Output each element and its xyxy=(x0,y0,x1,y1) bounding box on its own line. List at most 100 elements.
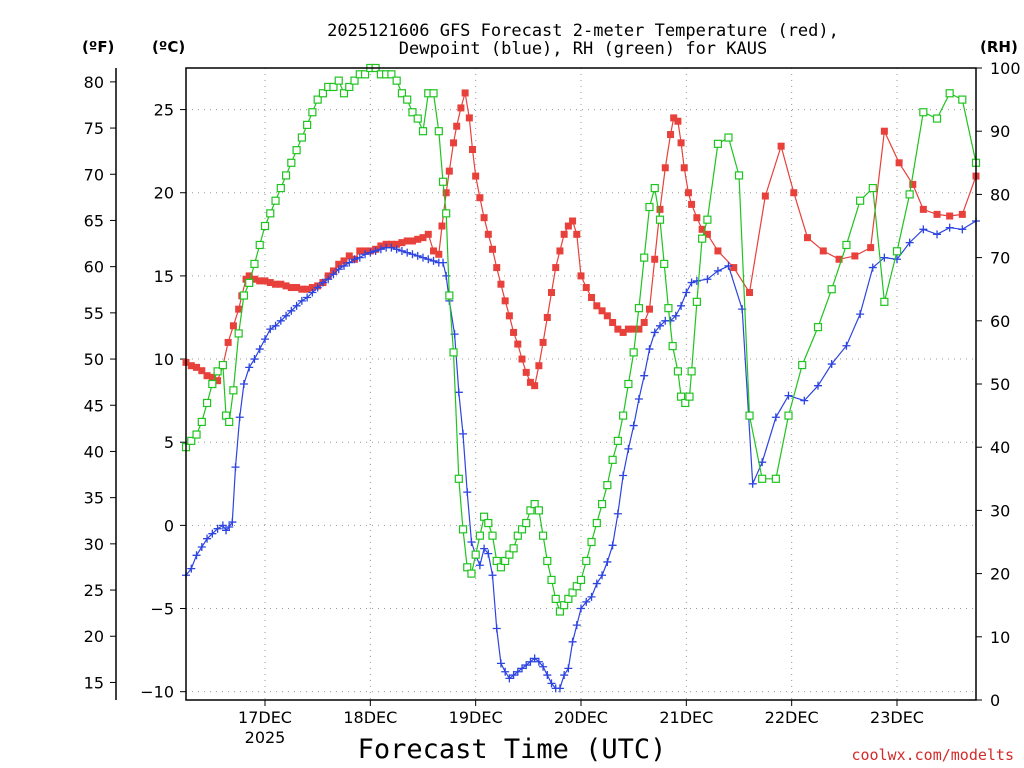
data-point xyxy=(276,316,285,325)
data-point xyxy=(476,194,484,202)
data-point xyxy=(345,82,354,92)
data-point xyxy=(229,386,238,395)
celsius-tick-label: 5 xyxy=(164,433,174,452)
fahrenheit-tick-label: 30 xyxy=(84,535,104,554)
data-point xyxy=(651,255,659,263)
data-point xyxy=(449,348,458,357)
data-point xyxy=(282,282,290,290)
data-point xyxy=(946,212,954,220)
data-point xyxy=(413,114,422,123)
data-point xyxy=(429,89,438,98)
data-point xyxy=(434,127,443,136)
data-point xyxy=(435,250,443,258)
data-point xyxy=(630,325,638,333)
data-point xyxy=(459,429,468,438)
data-point xyxy=(868,263,877,272)
data-point xyxy=(593,302,601,310)
data-point xyxy=(577,604,585,613)
data-point xyxy=(576,575,586,585)
data-point xyxy=(392,245,401,254)
data-point xyxy=(484,230,492,238)
data-point xyxy=(193,363,201,371)
data-point xyxy=(577,272,585,280)
data-point xyxy=(345,258,354,267)
data-point xyxy=(539,662,548,671)
data-point xyxy=(803,234,811,242)
data-point xyxy=(514,340,522,348)
data-point xyxy=(556,247,564,255)
data-point xyxy=(339,89,349,98)
data-point xyxy=(239,291,249,300)
time-tick-label: 19DEC xyxy=(449,708,503,727)
data-point xyxy=(530,654,539,663)
data-point xyxy=(496,563,506,572)
data-point xyxy=(518,664,527,673)
data-point xyxy=(480,214,488,222)
data-point xyxy=(784,391,793,400)
data-point xyxy=(645,202,654,212)
data-point xyxy=(745,411,754,420)
data-point xyxy=(624,379,633,389)
data-point xyxy=(308,284,316,292)
chart-title-line2: Dewpoint (blue), RH (green) for KAUS xyxy=(399,39,767,59)
data-point xyxy=(582,284,590,292)
data-point xyxy=(687,278,696,287)
data-point xyxy=(608,541,617,550)
data-point xyxy=(202,398,212,408)
data-point xyxy=(235,413,244,422)
data-point xyxy=(424,255,433,264)
data-point xyxy=(597,499,607,509)
time-tick-label: 18DEC xyxy=(343,708,397,727)
data-point xyxy=(371,246,380,255)
data-point xyxy=(303,293,312,302)
data-point xyxy=(703,215,712,224)
data-point xyxy=(256,277,264,285)
rh-tick-label: 30 xyxy=(990,501,1010,520)
data-point xyxy=(418,127,428,136)
data-point xyxy=(676,392,686,401)
data-point xyxy=(692,297,701,306)
data-point xyxy=(303,120,312,129)
data-point xyxy=(730,264,738,272)
data-point xyxy=(458,525,468,534)
data-point xyxy=(266,325,275,334)
data-point xyxy=(748,479,757,488)
data-point xyxy=(187,436,196,445)
fahrenheit-tick-label: 80 xyxy=(84,73,104,92)
data-point xyxy=(798,360,807,370)
data-point xyxy=(681,398,690,408)
series-line xyxy=(185,67,977,613)
data-point xyxy=(239,380,248,388)
data-point xyxy=(255,345,264,354)
data-point xyxy=(277,280,285,288)
fahrenheit-tick-label: 50 xyxy=(84,350,104,369)
chart-title-line1: 2025121606 GFS Forecast 2-meter Temperat… xyxy=(327,21,839,41)
plot-frame xyxy=(185,67,977,701)
data-point xyxy=(318,89,328,98)
data-point xyxy=(454,474,463,483)
data-point xyxy=(880,297,889,306)
data-point xyxy=(526,378,534,386)
data-point xyxy=(677,139,685,147)
data-point xyxy=(505,550,514,559)
data-point xyxy=(588,294,596,302)
data-point xyxy=(438,177,448,186)
data-point xyxy=(603,481,612,490)
fahrenheit-tick-label: 45 xyxy=(84,396,104,415)
fahrenheit-tick-label: 70 xyxy=(84,165,104,184)
time-tick-label: 22DEC xyxy=(765,708,819,727)
data-point xyxy=(228,518,237,527)
data-point xyxy=(713,266,722,275)
celsius-tick-label: −5 xyxy=(150,600,174,619)
data-point xyxy=(445,167,453,175)
rh-tick-label: 20 xyxy=(990,565,1010,584)
data-point xyxy=(334,265,343,274)
data-point xyxy=(366,248,375,257)
data-point xyxy=(531,382,539,390)
data-point xyxy=(582,597,591,606)
data-point xyxy=(784,411,793,420)
data-point xyxy=(282,311,291,320)
celsius-tick-label: 10 xyxy=(154,350,174,369)
